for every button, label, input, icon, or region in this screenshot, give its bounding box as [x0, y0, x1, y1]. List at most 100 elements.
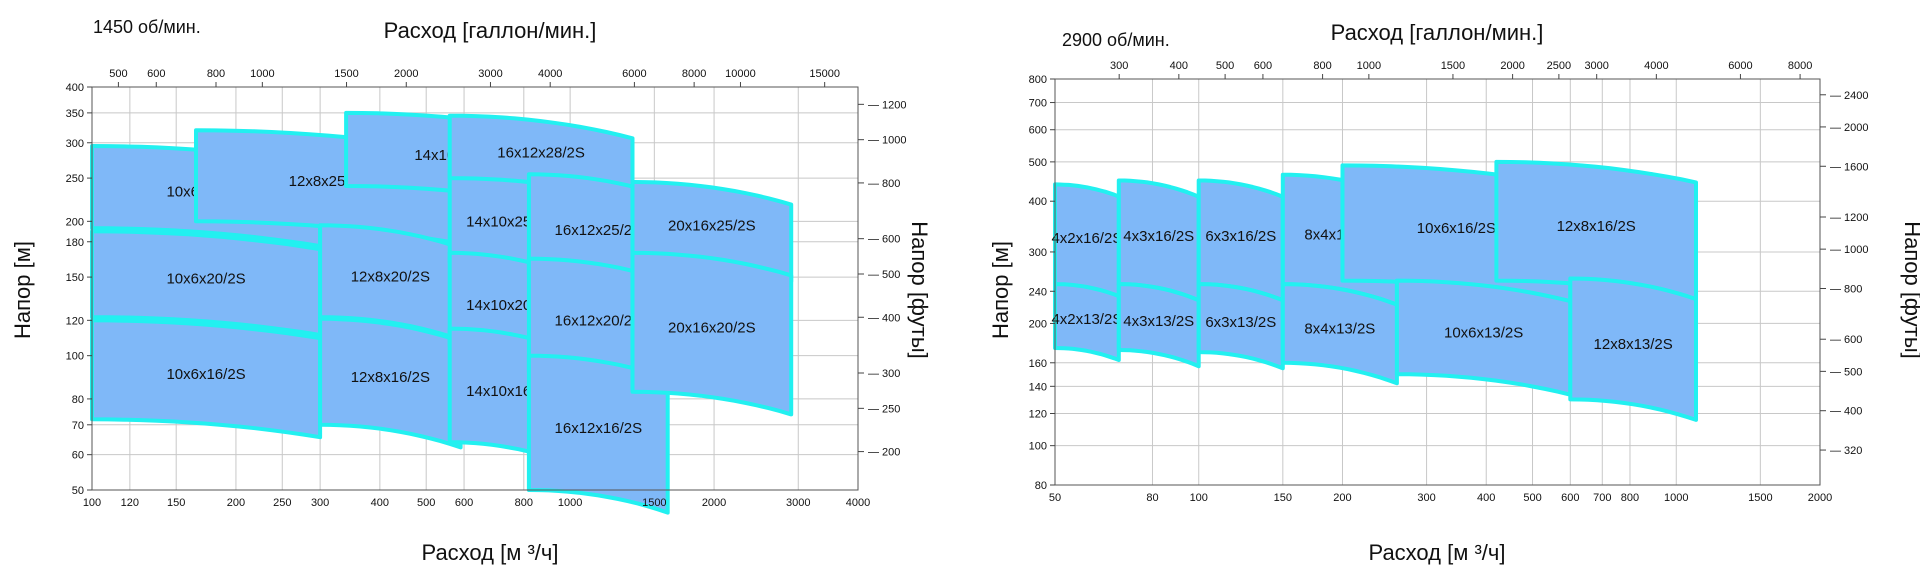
- x-tick-label: 250: [273, 497, 291, 509]
- region-label: 12x8x13/2S: [1594, 336, 1673, 353]
- region-label: 12x8x16/2S: [1557, 218, 1636, 235]
- region-label: 12x8x20/2S: [351, 269, 430, 286]
- region-label: 6x3x13/2S: [1205, 314, 1276, 331]
- x-tick-label: 800: [515, 497, 533, 509]
- y-axis-ticks: 50 60 70 80 100 120 150 180 200 250 300 350 400: [66, 82, 92, 497]
- speed-label: 1450 об/мин.: [93, 17, 201, 37]
- region-label: 12x8x16/2S: [351, 369, 430, 386]
- x2-tick-label: 2000: [394, 68, 418, 80]
- y-tick-label: 400: [66, 82, 84, 94]
- x-tick-label: 2000: [702, 497, 726, 509]
- x-tick-label: 150: [167, 497, 185, 509]
- region-label: 10x6x16/2S: [166, 366, 245, 383]
- region-label: 4x2x16/2S: [1051, 230, 1122, 247]
- y2-tick-label: — 500: [868, 269, 900, 281]
- x2-tick-label: 1000: [250, 68, 274, 80]
- x-tick-label: 700: [1593, 492, 1611, 504]
- region-shape: [318, 316, 463, 450]
- y-tick-label: 400: [1029, 196, 1047, 208]
- y-tick-label: 160: [1029, 358, 1047, 370]
- y2-tick-label: — 400: [868, 312, 900, 324]
- x-tick-label: 500: [1523, 492, 1541, 504]
- x2-axis-ticks: 300 400 500 600 800 1000 1500 2000 2500 3000 4000 6…: [1110, 60, 1812, 79]
- y-tick-label: 240: [1029, 286, 1047, 298]
- x-tick-label: 300: [1417, 492, 1435, 504]
- y-tick-label: 180: [66, 237, 84, 249]
- x-tick-label: 400: [371, 497, 389, 509]
- pump-chart-2900rpm: 4x2x16/2S 4x2x13/2S 4x3x16/2S 4x3x13/2S 6x3x…: [960, 0, 1920, 582]
- y-tick-label: 80: [72, 394, 84, 406]
- x-tick-label: 1500: [642, 497, 666, 509]
- y-tick-label: 350: [66, 108, 84, 120]
- y2-tick-label: — 800: [868, 178, 900, 190]
- x2-tick-label: 3000: [1584, 60, 1608, 72]
- y-tick-label: 150: [66, 272, 84, 284]
- y2-tick-label: — 1200: [868, 99, 907, 111]
- x2-tick-label: 4000: [538, 68, 562, 80]
- x2-tick-label: 800: [1313, 60, 1331, 72]
- x2-tick-label: 6000: [1728, 60, 1752, 72]
- y-tick-label: 80: [1035, 480, 1047, 492]
- pump-region-6x3x16-2s: 6x3x16/2S: [1196, 178, 1285, 303]
- region-label: 20x16x20/2S: [668, 320, 756, 337]
- x2-tick-label: 800: [207, 68, 225, 80]
- x-axis-ticks: 50 80 100 150 200 300 400 500 600 700 800 1000 1500 2…: [1049, 492, 1832, 504]
- region-label: 4x3x13/2S: [1123, 313, 1194, 330]
- x-tick-label: 50: [1049, 492, 1061, 504]
- region-shape: [1116, 282, 1201, 369]
- x-axis-title: Расход [м ³/ч]: [1369, 540, 1506, 565]
- y2-tick-label: — 1200: [1830, 212, 1869, 224]
- x-tick-label: 100: [83, 497, 101, 509]
- region-label: 16x12x28/2S: [497, 144, 585, 161]
- y-tick-label: 600: [1029, 125, 1047, 137]
- x2-tick-label: 500: [1216, 60, 1234, 72]
- region-shape: [630, 250, 794, 417]
- x2-tick-label: 2000: [1500, 60, 1524, 72]
- y-tick-label: 60: [72, 450, 84, 462]
- x-tick-label: 300: [311, 497, 329, 509]
- x-tick-label: 600: [455, 497, 473, 509]
- pump-region-16x12x16-2s: 16x12x16/2S: [526, 353, 670, 515]
- y2-tick-label: — 320: [1830, 445, 1862, 457]
- y2-axis-title: Напор [футы]: [907, 221, 932, 359]
- x2-axis-title: Расход [галлон/мин.]: [1331, 20, 1544, 45]
- x-tick-label: 400: [1477, 492, 1495, 504]
- y-tick-label: 140: [1029, 381, 1047, 393]
- y-tick-label: 100: [1029, 441, 1047, 453]
- x-tick-label: 600: [1561, 492, 1579, 504]
- region-label: 10x6x16/2S: [1417, 220, 1496, 237]
- x-tick-label: 4000: [846, 497, 870, 509]
- pump-chart-1450rpm: 10x6x25/2S10x6x20/2S10x6x16/2S12x8x25/2S…: [0, 0, 960, 582]
- x2-axis-ticks: 500 600 800 1000 1500 2000 3000 4000 6000 8000 100…: [109, 68, 840, 87]
- plot-frame: [91, 86, 859, 491]
- x2-tick-label: 600: [1254, 60, 1272, 72]
- x-tick-label: 2000: [1808, 492, 1832, 504]
- y2-tick-label: — 2400: [1830, 90, 1869, 102]
- x-tick-label: 80: [1146, 492, 1158, 504]
- x2-tick-label: 15000: [809, 68, 840, 80]
- pump-region-4x2x16-2s: 4x2x16/2S: [1051, 182, 1122, 300]
- y-axis-title: Напор [м]: [10, 241, 35, 339]
- y-tick-label: 300: [66, 138, 84, 150]
- y-tick-label: 70: [72, 420, 84, 432]
- x-axis-title: Расход [м ³/ч]: [422, 540, 559, 565]
- pump-region-10x6x16-2s: 10x6x16/2S: [90, 318, 323, 440]
- region-label: 16x12x16/2S: [555, 420, 643, 437]
- x2-tick-label: 300: [1110, 60, 1128, 72]
- x-tick-label: 100: [1190, 492, 1208, 504]
- region-label: 10x6x20/2S: [166, 271, 245, 288]
- x2-tick-label: 1000: [1357, 60, 1381, 72]
- x-tick-label: 200: [1333, 492, 1351, 504]
- x2-tick-label: 8000: [682, 68, 706, 80]
- y2-tick-label: — 200: [868, 447, 900, 459]
- pump-region-4x3x16-2s: 4x3x16/2S: [1116, 178, 1201, 303]
- region-shape: [526, 353, 670, 515]
- region-shape: [1053, 282, 1121, 362]
- pump-region-4x3x13-2s: 4x3x13/2S: [1116, 282, 1201, 369]
- pump-region-10x6x13-2s: 10x6x13/2S: [1394, 278, 1573, 397]
- y2-tick-label: — 1000: [1830, 244, 1869, 256]
- y-tick-label: 120: [66, 315, 84, 327]
- plot-frame: [1054, 78, 1821, 486]
- x-tick-label: 150: [1274, 492, 1292, 504]
- region-label: 16x12x20/2S: [555, 313, 643, 330]
